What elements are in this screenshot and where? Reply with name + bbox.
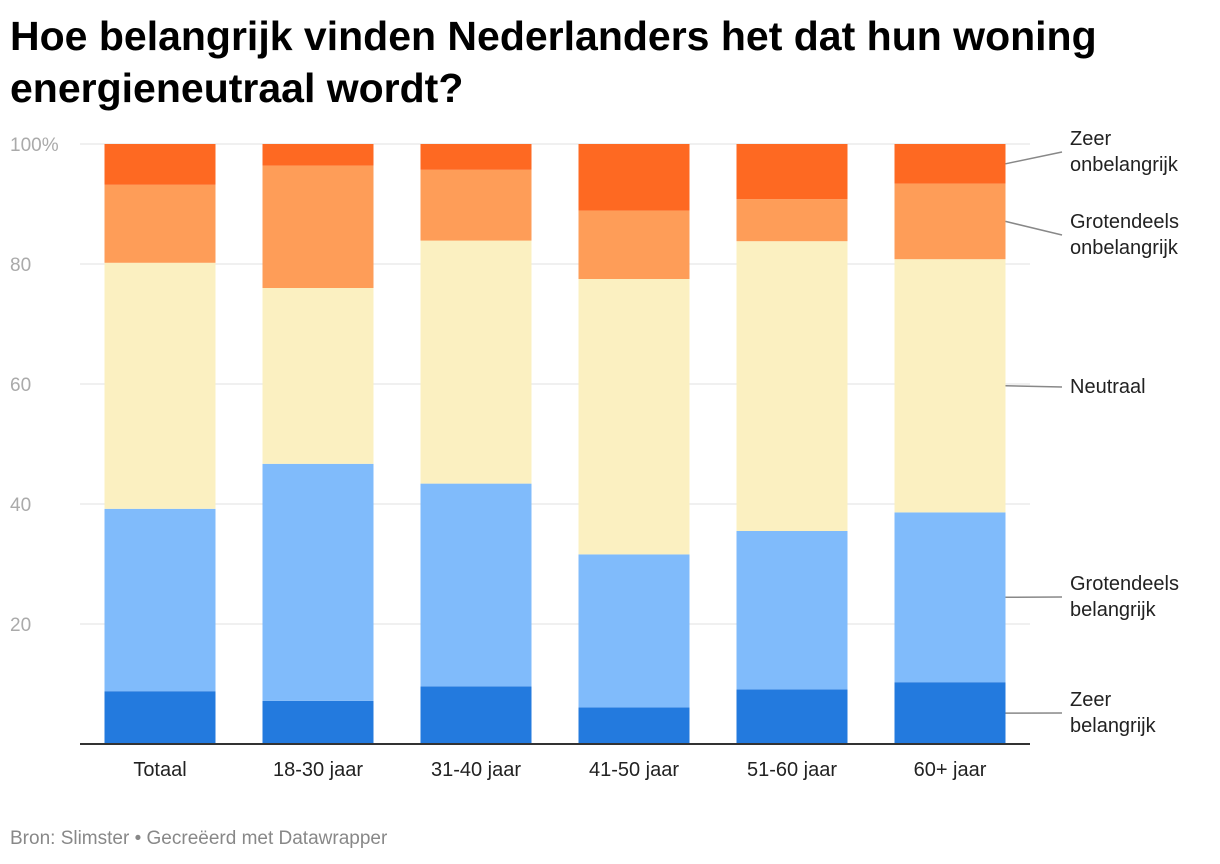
bar-segment-zeer-belangrijk-1 [262, 700, 374, 744]
bar-segment-zeer-belangrijk-0 [104, 691, 216, 744]
legend-label: belangrijk [1070, 715, 1157, 737]
x-tick-label: 41-50 jaar [589, 759, 679, 781]
bar-segment-grotendeels-onbelangrijk-0 [104, 184, 216, 263]
y-tick-label: 20 [10, 615, 31, 636]
legend-leader-line [1005, 385, 1063, 388]
bar-segment-grotendeels-belangrijk-3 [578, 554, 690, 708]
bar-segment-zeer-onbelangrijk-5 [894, 144, 1006, 184]
bar-segment-neutraal-2 [420, 240, 532, 484]
bar-segment-grotendeels-belangrijk-2 [420, 483, 532, 687]
y-tick-label: 100% [10, 135, 59, 156]
bar-segment-neutraal-0 [104, 262, 216, 509]
legend-label: Zeer [1070, 689, 1111, 711]
legend-label: Grotendeels [1070, 211, 1179, 233]
x-tick-label: 18-30 jaar [273, 759, 363, 781]
y-tick-label: 40 [10, 495, 31, 516]
x-tick-label: 60+ jaar [914, 759, 987, 781]
bar-segment-zeer-onbelangrijk-4 [736, 144, 848, 200]
legend: Zeer onbelangrijk Grotendeels onbelangrijk N… [1005, 128, 1179, 737]
bar-segment-grotendeels-onbelangrijk-5 [894, 183, 1006, 260]
bar-segment-grotendeels-belangrijk-1 [262, 463, 374, 701]
axes: Totaal 18-30 jaar 31-40 jaar 41-50 jaar 51-6… [80, 743, 1030, 781]
bar-segment-neutraal-1 [262, 288, 374, 464]
bar-segment-neutraal-3 [578, 279, 690, 555]
bar-segment-zeer-onbelangrijk-1 [262, 144, 374, 166]
x-tick-label: 51-60 jaar [747, 759, 837, 781]
bar-segment-zeer-belangrijk-4 [736, 689, 848, 744]
y-tick-label: 80 [10, 255, 31, 276]
bar-segment-grotendeels-belangrijk-5 [894, 512, 1006, 683]
x-tick-label: Totaal [133, 759, 186, 781]
bar-segment-zeer-belangrijk-2 [420, 686, 532, 744]
bar-segment-zeer-onbelangrijk-3 [578, 144, 690, 211]
x-tick-label: 31-40 jaar [431, 759, 521, 781]
legend-leader-line [1005, 220, 1063, 236]
grid-lines: 20 40 60 80 100% [10, 135, 1030, 636]
bar-segment-grotendeels-onbelangrijk-3 [578, 210, 690, 279]
legend-label: Grotendeels [1070, 573, 1179, 595]
bars [104, 144, 1006, 744]
bar-segment-grotendeels-onbelangrijk-4 [736, 199, 848, 242]
bar-segment-zeer-belangrijk-3 [578, 707, 690, 744]
legend-label: Neutraal [1070, 376, 1146, 398]
bar-segment-grotendeels-onbelangrijk-2 [420, 169, 532, 241]
source-footer: Bron: Slimster • Gecreëerd met Datawrapp… [10, 828, 388, 849]
bar-segment-neutraal-4 [736, 241, 848, 531]
y-tick-label: 60 [10, 375, 31, 396]
bar-segment-grotendeels-onbelangrijk-1 [262, 165, 374, 288]
legend-label: belangrijk [1070, 599, 1157, 621]
chart-title: Hoe belangrijk vinden Nederlanders het d… [10, 13, 1097, 111]
bar-segment-neutraal-5 [894, 259, 1006, 513]
bar-segment-zeer-onbelangrijk-0 [104, 144, 216, 185]
bar-segment-zeer-belangrijk-5 [894, 682, 1006, 744]
legend-label: onbelangrijk [1070, 154, 1179, 176]
legend-label: Zeer [1070, 128, 1111, 150]
bar-segment-zeer-onbelangrijk-2 [420, 144, 532, 170]
legend-label: onbelangrijk [1070, 237, 1179, 259]
bar-segment-grotendeels-belangrijk-0 [104, 508, 216, 692]
legend-leader-line [1005, 151, 1063, 165]
bar-segment-grotendeels-belangrijk-4 [736, 531, 848, 690]
